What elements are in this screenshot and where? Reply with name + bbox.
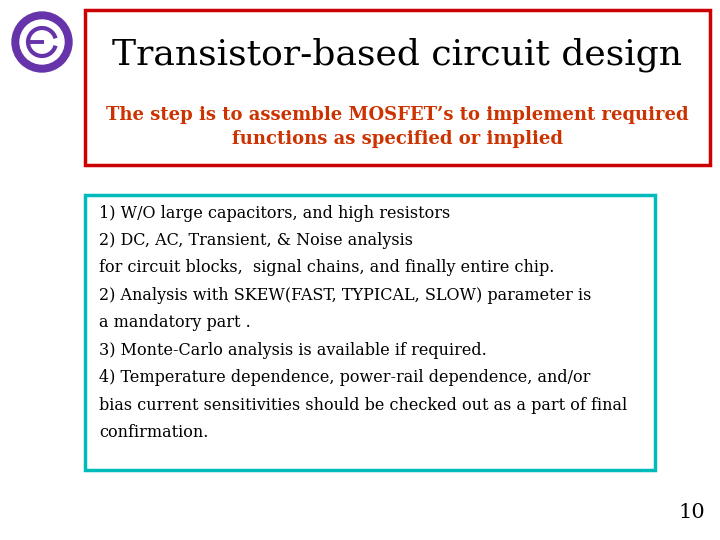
Text: 10: 10 — [678, 503, 705, 522]
Text: a mandatory part .: a mandatory part . — [99, 314, 251, 331]
Text: 3) Monte-Carlo analysis is available if required.: 3) Monte-Carlo analysis is available if … — [99, 342, 487, 359]
Text: 1) W/O large capacitors, and high resistors: 1) W/O large capacitors, and high resist… — [99, 205, 450, 221]
Text: 2) Analysis with SKEW(FAST, TYPICAL, SLOW) parameter is: 2) Analysis with SKEW(FAST, TYPICAL, SLO… — [99, 287, 591, 304]
Text: confirmation.: confirmation. — [99, 424, 208, 441]
FancyBboxPatch shape — [85, 10, 710, 165]
Ellipse shape — [12, 12, 72, 72]
Text: 4) Temperature dependence, power-rail dependence, and/or: 4) Temperature dependence, power-rail de… — [99, 369, 590, 386]
Text: 2) DC, AC, Transient, & Noise analysis: 2) DC, AC, Transient, & Noise analysis — [99, 232, 413, 249]
Text: The step is to assemble MOSFET’s to implement required
functions as specified or: The step is to assemble MOSFET’s to impl… — [106, 105, 689, 148]
Text: Transistor-based circuit design: Transistor-based circuit design — [112, 38, 683, 72]
FancyBboxPatch shape — [85, 195, 655, 470]
Text: for circuit blocks,  signal chains, and finally entire chip.: for circuit blocks, signal chains, and f… — [99, 259, 554, 276]
Ellipse shape — [20, 20, 64, 64]
Text: bias current sensitivities should be checked out as a part of final: bias current sensitivities should be che… — [99, 396, 627, 414]
